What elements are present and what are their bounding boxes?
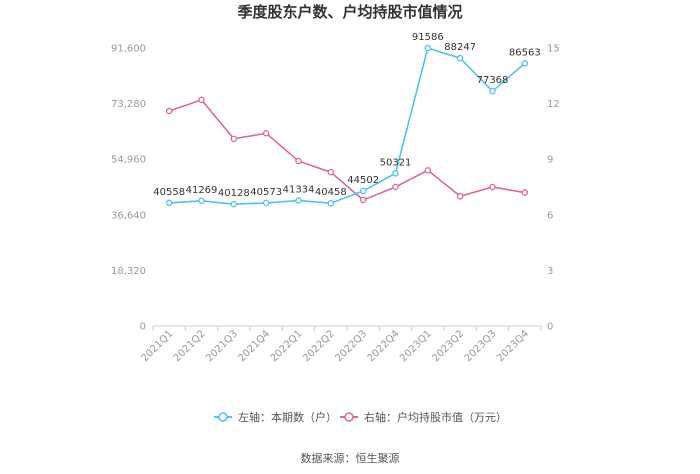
data-point-right	[198, 96, 205, 104]
legend-item-left[interactable]: 左轴：本期数（户）	[214, 410, 337, 424]
data-point-right	[521, 189, 529, 196]
right-tick-label: 12	[547, 99, 560, 110]
data-point-right	[456, 193, 464, 200]
data-point-right	[327, 168, 335, 176]
data-point-left	[262, 199, 270, 207]
x-tick-label: 2022Q3	[333, 328, 369, 364]
left-tick-label: 18,320	[111, 266, 146, 277]
chart-title: 季度股东户数、户均持股市值情况	[237, 3, 462, 21]
data-point-left	[521, 60, 529, 67]
data-point-left	[489, 87, 496, 95]
legend-item-right[interactable]: 右轴：户均持股市值（万元）	[340, 410, 507, 424]
right-tick-label: 15	[547, 44, 560, 55]
x-tick-label: 2021Q2	[172, 328, 208, 364]
data-label: 40573	[250, 187, 282, 198]
data-point-left	[327, 199, 335, 207]
series-points	[165, 44, 529, 208]
data-point-left	[456, 54, 464, 62]
data-point-right	[359, 196, 367, 204]
x-tick-label: 2021Q3	[204, 328, 240, 364]
x-tick-label: 2022Q1	[269, 328, 305, 364]
x-tick-label: 2021Q1	[139, 328, 175, 364]
data-label: 41334	[283, 185, 315, 196]
x-tick-label: 2023Q2	[430, 328, 466, 364]
right-tick-label: 9	[547, 155, 553, 166]
x-tick-label: 2022Q4	[366, 328, 402, 364]
data-point-right	[165, 107, 173, 115]
data-label: 40128	[218, 188, 250, 199]
data-point-right	[262, 130, 270, 137]
left-tick-label: 54,960	[111, 155, 146, 166]
data-labels: 40558 41269 40128 40573 41334 404584450250321…	[153, 32, 540, 199]
x-tick-label: 2023Q4	[495, 328, 531, 364]
legend[interactable]: 左轴：本期数（户） 右轴：户均持股市值（万元）	[214, 410, 507, 424]
series-line-right	[168, 98, 525, 201]
data-point-left	[230, 200, 238, 208]
data-point-right	[295, 157, 302, 165]
left-tick-label: 0	[140, 322, 146, 333]
legend-marker-right	[344, 412, 354, 422]
right-tick-label: 0	[547, 322, 553, 333]
right-tick-label: 3	[547, 266, 553, 277]
data-label: 40458	[315, 187, 347, 198]
x-tick-label: 2022Q2	[301, 328, 337, 364]
left-tick-label: 73,280	[111, 99, 146, 110]
data-point-right	[489, 183, 496, 191]
data-label: 40558	[153, 187, 185, 198]
data-point-right	[230, 135, 238, 143]
data-label: 50321	[380, 157, 412, 168]
data-point-left	[392, 170, 399, 177]
source-note: 数据来源：恒生聚源	[301, 451, 400, 465]
data-point-right	[424, 167, 432, 174]
data-point-left	[295, 197, 302, 204]
data-point-left	[359, 187, 367, 195]
data-label: 41269	[186, 185, 218, 196]
data-label: 88247	[444, 42, 476, 53]
right-tick-label: 6	[547, 210, 553, 221]
data-label: 77368	[477, 75, 509, 86]
data-label: 91586	[412, 32, 444, 43]
x-tick-label: 2023Q1	[398, 328, 434, 364]
left-tick-label: 36,640	[111, 210, 146, 221]
data-point-left	[424, 44, 432, 52]
legend-label-left: 左轴：本期数（户）	[238, 410, 337, 424]
legend-marker-left	[218, 412, 228, 422]
data-label: 86563	[509, 47, 541, 58]
series-lines	[168, 46, 526, 206]
legend-label-right: 右轴：户均持股市值（万元）	[364, 410, 507, 424]
data-point-right	[392, 183, 399, 191]
data-label: 44502	[347, 175, 379, 186]
left-tick-label: 91,600	[111, 44, 146, 55]
x-tick-label: 2023Q3	[463, 328, 499, 364]
x-tick-label: 2021Q4	[236, 328, 272, 364]
series-line-left	[169, 46, 526, 206]
data-point-left	[198, 197, 205, 205]
data-point-left	[165, 199, 173, 207]
